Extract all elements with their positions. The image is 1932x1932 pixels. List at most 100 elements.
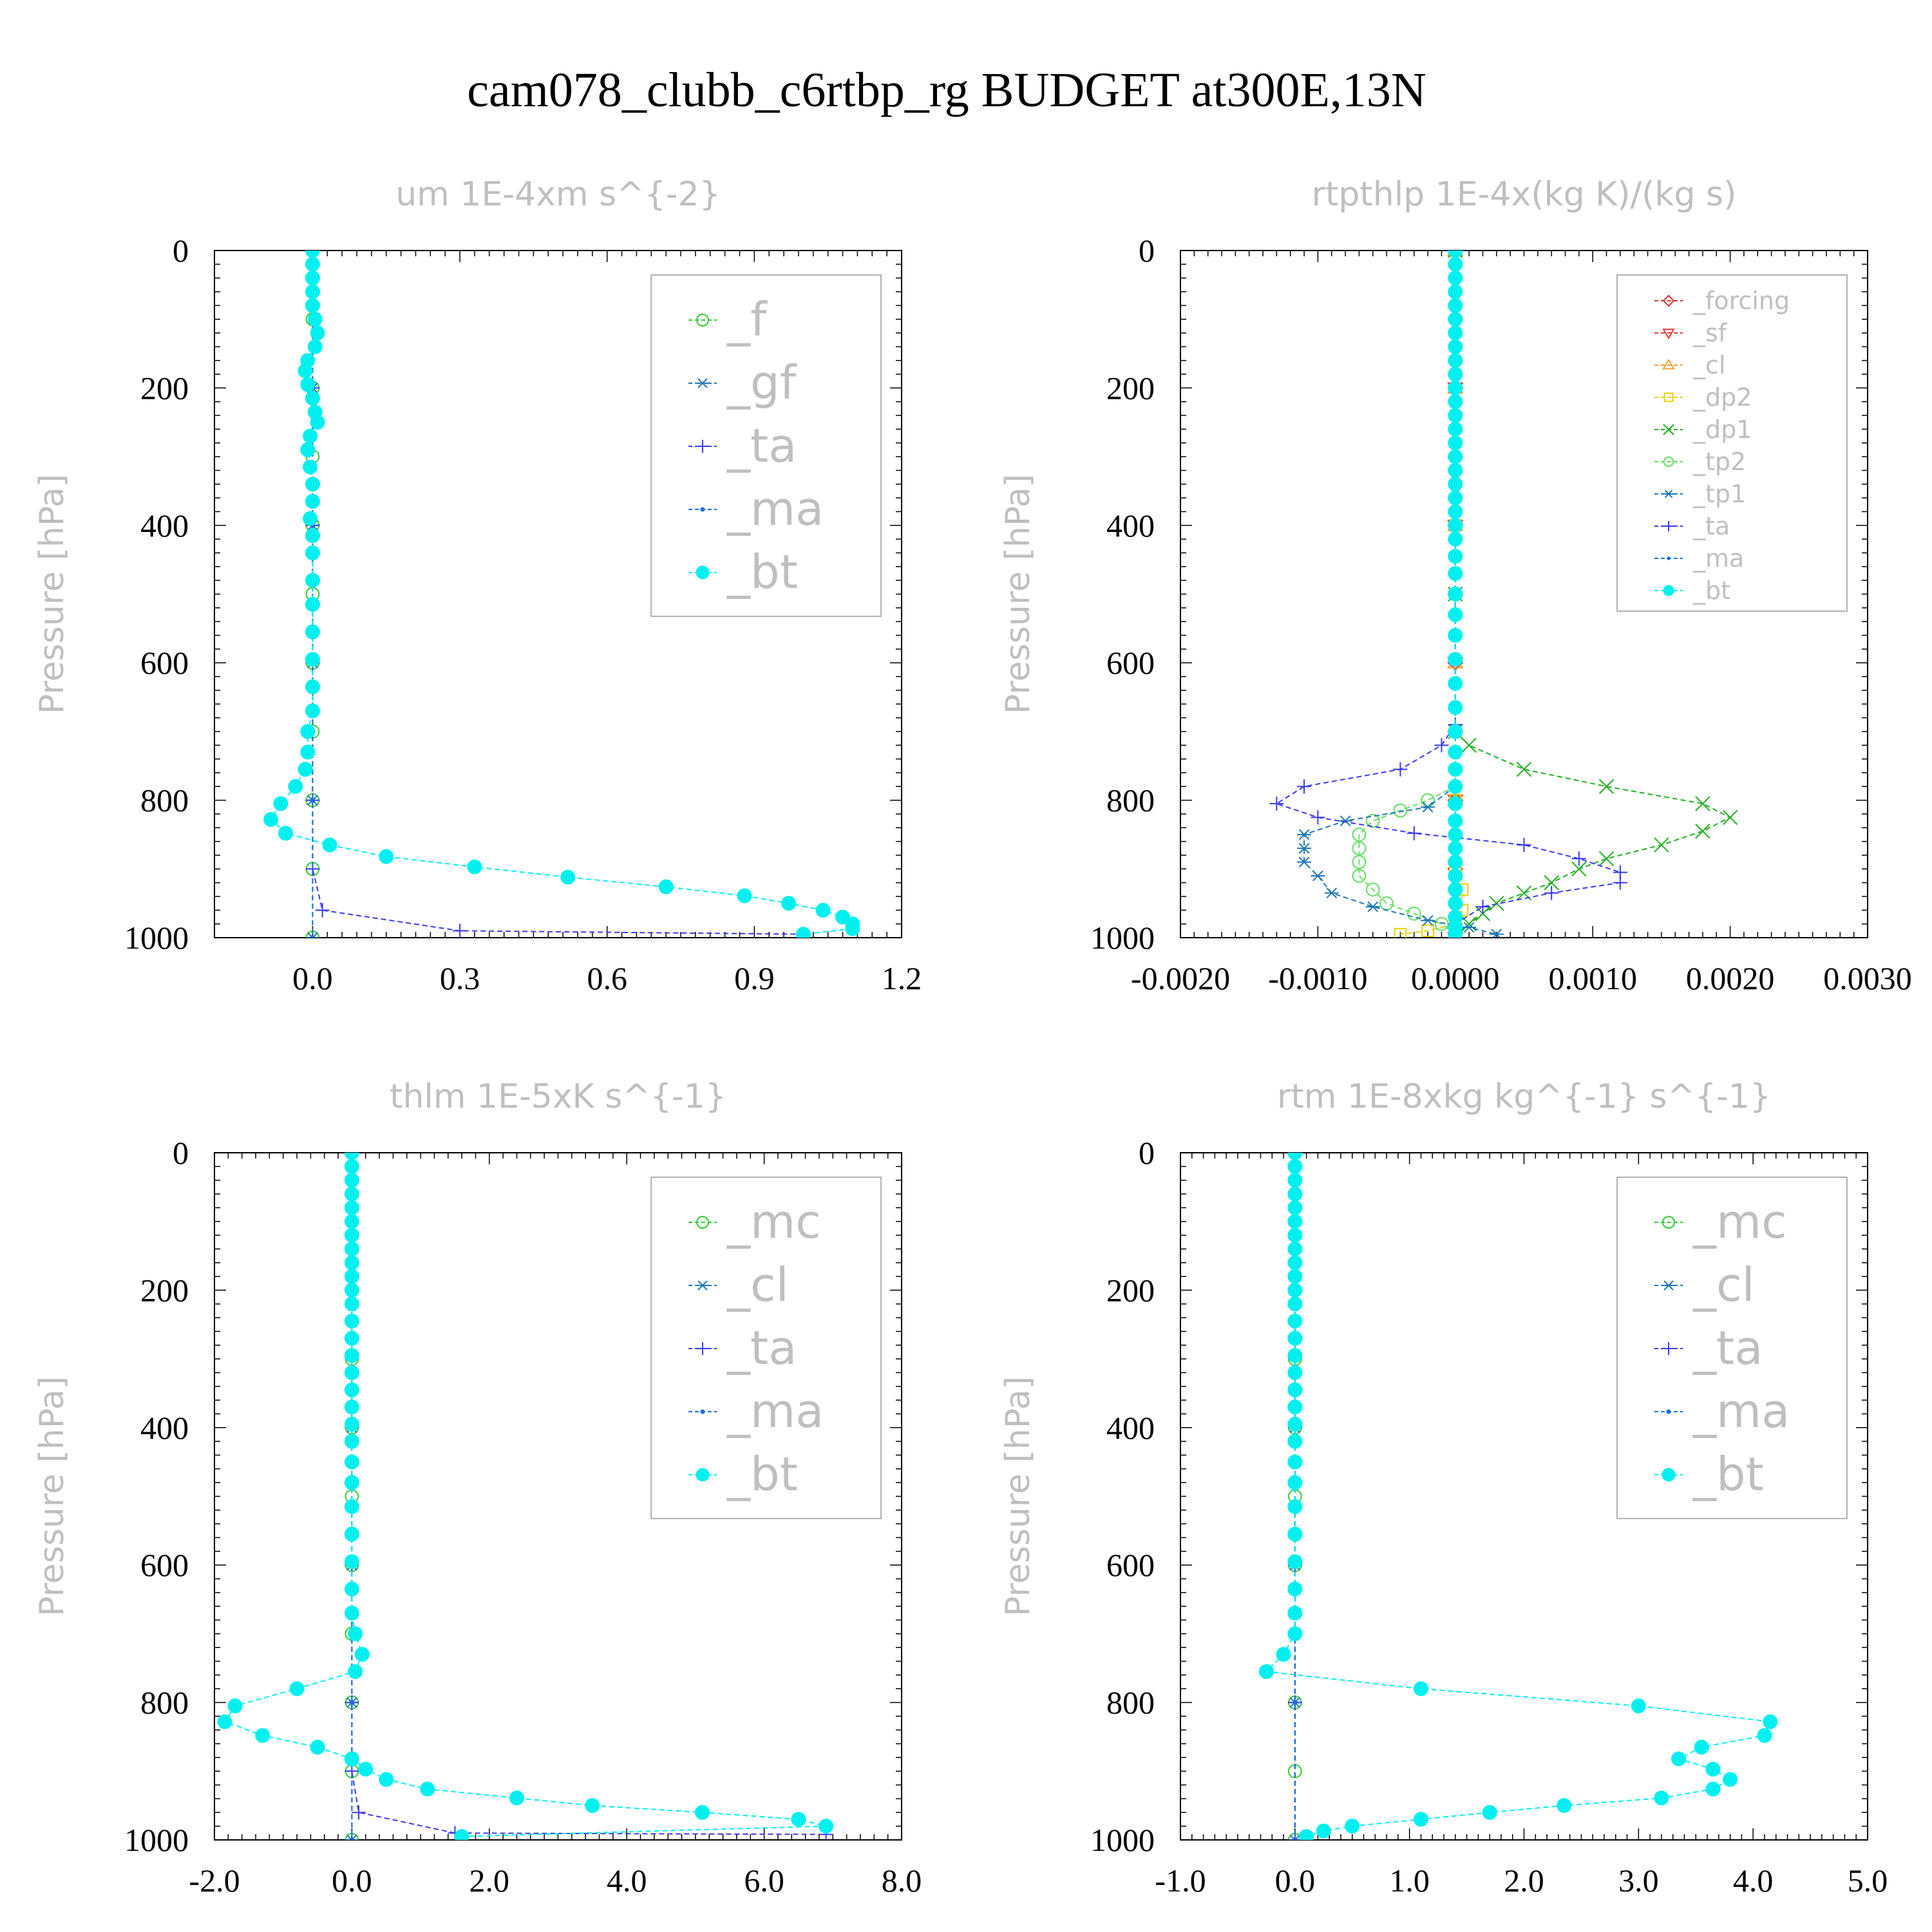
data-point-tp1 — [1297, 829, 1312, 840]
data-point-bt — [344, 1159, 359, 1174]
panel-title: um 1E-4xm s^{-2} — [395, 175, 721, 214]
y-tick-label: 400 — [1106, 507, 1155, 544]
legend-label-dp1: _dp1 — [1692, 415, 1752, 444]
series-bt — [1448, 251, 1463, 938]
data-point-cl — [345, 1834, 359, 1840]
minor-ticks — [1180, 1152, 1868, 1841]
figure-title: cam078_clubb_c6rtbp_rg BUDGET at300E,13N — [467, 63, 1426, 117]
data-point-dp1 — [1489, 895, 1504, 911]
data-point-bt — [1287, 1186, 1303, 1202]
x-tick-label: 6.0 — [744, 1862, 784, 1899]
data-point-ta — [352, 1805, 366, 1820]
data-point-tp1 — [1462, 922, 1477, 933]
data-point-bt — [344, 1282, 359, 1298]
legend-label-gf: _gf — [726, 355, 797, 410]
data-point-bt — [1287, 1255, 1303, 1271]
panel-title: rtm 1E-8xkg kg^{-1} s^{-1} — [1277, 1077, 1771, 1116]
data-point-bt — [344, 1269, 359, 1284]
data-point-bt — [303, 459, 318, 475]
legend-marker-ma — [1667, 556, 1671, 560]
data-point-bt — [1258, 1664, 1274, 1680]
legend-label-ta: _ta — [726, 1321, 797, 1375]
data-point-bt — [1448, 549, 1463, 564]
legend-marker-mc — [1662, 1216, 1675, 1229]
legend-marker-ma — [1666, 1409, 1671, 1414]
data-point-bt — [1287, 1416, 1303, 1432]
data-point-bt — [344, 1296, 359, 1312]
data-point-bt — [305, 624, 320, 639]
y-tick-label: 200 — [1106, 1272, 1155, 1308]
data-point-bt — [1448, 927, 1463, 938]
y-tick-label: 200 — [140, 370, 189, 406]
data-point-bt — [781, 896, 797, 911]
data-point-bt — [1448, 840, 1463, 856]
legend: _mc _cl _ta _ma _bt — [1616, 1177, 1848, 1519]
data-point-bt — [300, 724, 316, 739]
data-point-dp1 — [1516, 761, 1532, 777]
data-point-ta — [1544, 886, 1559, 900]
data-point-bt — [695, 1804, 710, 1820]
y-tick-label: 0 — [173, 232, 189, 269]
data-point-bt — [1287, 1554, 1303, 1569]
data-point-bt — [1448, 724, 1463, 739]
legend-marker-ta — [696, 440, 709, 453]
y-tick-label: 600 — [1106, 1547, 1155, 1583]
x-tick-label: 0.9 — [734, 960, 775, 996]
y-tick-label: 1000 — [124, 920, 189, 956]
legend-marker-forcing — [1662, 294, 1675, 307]
legend-marker-ta — [696, 1342, 709, 1355]
legend-label-bt: _bt — [726, 545, 798, 599]
data-point-bt — [344, 1214, 359, 1229]
series-bt — [217, 1153, 834, 1840]
data-point-bt — [227, 1698, 243, 1714]
y-tick-label: 200 — [140, 1272, 189, 1308]
data-point-bt — [1287, 1269, 1303, 1284]
data-point-bt — [1448, 270, 1463, 286]
data-point-bt — [305, 477, 320, 492]
legend: _forcing _sf _cl _dp2 _dp1 _tp2 _tp1 _ta _ma _bt — [1616, 274, 1848, 612]
data-point-bt — [1276, 1647, 1291, 1662]
y-tick-label: 0 — [173, 1135, 189, 1171]
data-point-bt — [273, 796, 289, 811]
data-point-dp2 — [1394, 927, 1407, 938]
data-point-bt — [344, 1173, 359, 1188]
data-point-bt — [344, 1186, 359, 1202]
data-point-bt — [305, 270, 320, 286]
minor-ticks — [1180, 250, 1868, 938]
legend-marker-tp2 — [1663, 456, 1674, 468]
data-point-bt — [819, 1819, 834, 1834]
data-point-bt — [796, 927, 811, 938]
x-tick-label: 0.0 — [332, 1862, 372, 1899]
data-point-bt — [344, 1241, 359, 1256]
data-point-bt — [344, 1382, 359, 1397]
data-point-dp1 — [1461, 737, 1477, 753]
legend-marker-bt — [1663, 585, 1674, 596]
chart-panel-2: rtpthlp 1E-4x(kg K)/(kg s) Pressure [hPa]… — [999, 175, 1912, 996]
series-tp1 — [1297, 251, 1504, 938]
data-point-bt — [305, 493, 320, 509]
x-tick-label: 3.0 — [1618, 1862, 1659, 1899]
data-point-dp1 — [1695, 796, 1710, 811]
data-point-bt — [344, 1227, 359, 1243]
data-point-bt — [467, 859, 482, 875]
data-point-bt — [1287, 1499, 1303, 1515]
data-point-bt — [1448, 796, 1463, 811]
data-point-bt — [1448, 607, 1463, 623]
y-tick-label: 1000 — [1090, 920, 1155, 956]
data-point-tp1 — [1365, 901, 1380, 913]
panel-title: rtpthlp 1E-4x(kg K)/(kg s) — [1312, 175, 1737, 214]
data-point-bt — [305, 703, 320, 719]
data-point-cl — [1287, 1834, 1302, 1840]
data-point-bt — [420, 1781, 435, 1797]
y-tick-label: 600 — [140, 1547, 189, 1583]
data-point-bt — [1723, 1772, 1738, 1787]
data-point-bt — [1482, 1804, 1497, 1820]
data-point-ma — [349, 1837, 355, 1840]
data-point-bt — [1448, 565, 1463, 581]
data-point-bt — [1448, 284, 1463, 299]
legend-label-bt: _bt — [726, 1447, 798, 1501]
data-point-bt — [288, 779, 303, 794]
x-tick-label: -0.0010 — [1268, 960, 1367, 996]
x-tick-label: 0.3 — [440, 960, 480, 996]
